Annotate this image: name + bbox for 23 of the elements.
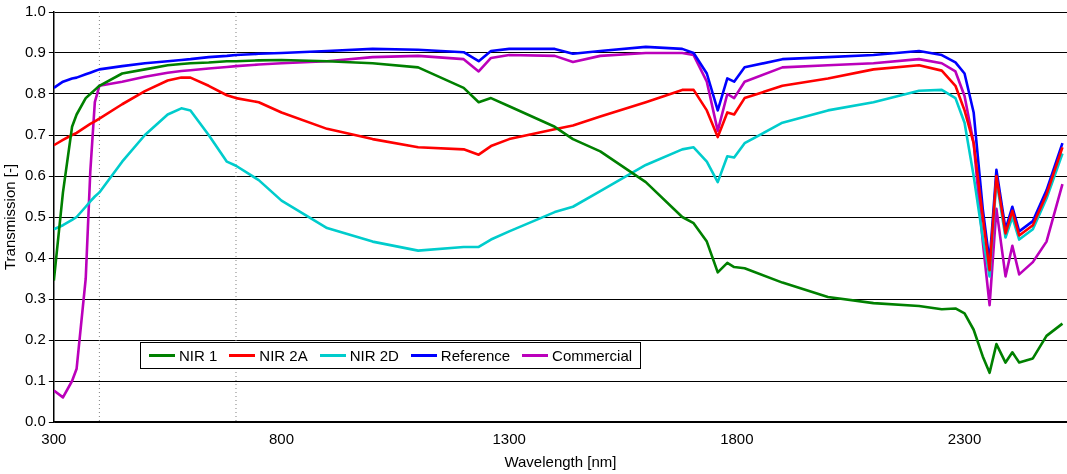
x-axis-title: Wavelength [nm] bbox=[504, 453, 617, 471]
y-tick-label: 0.9 bbox=[24, 43, 46, 61]
x-tick-label: 800 bbox=[269, 430, 295, 448]
y-tick-label: 0.4 bbox=[24, 248, 46, 266]
y-tick-label: 0.7 bbox=[24, 125, 46, 143]
y-tick-label: 0.0 bbox=[24, 412, 46, 430]
y-tick-label: 0.8 bbox=[24, 84, 46, 102]
x-tick-label: 1300 bbox=[492, 430, 526, 448]
legend-label: NIR 2A bbox=[259, 347, 308, 365]
y-tick-label: 0.5 bbox=[24, 207, 46, 225]
y-tick-label: 0.2 bbox=[24, 330, 46, 348]
legend-label: NIR 2D bbox=[349, 347, 399, 365]
legend-label: NIR 1 bbox=[178, 347, 218, 365]
y-tick-label: 0.1 bbox=[24, 371, 46, 389]
x-tick-label: 300 bbox=[41, 430, 67, 448]
y-tick-label: 1.0 bbox=[24, 2, 46, 20]
legend-label: Reference bbox=[440, 347, 511, 365]
legend-label: Commercial bbox=[552, 347, 633, 365]
y-axis-title: Transmission [-] bbox=[1, 163, 19, 271]
y-tick-label: 0.3 bbox=[24, 289, 46, 307]
x-tick-label: 1800 bbox=[720, 430, 754, 448]
x-tick-label: 2300 bbox=[947, 430, 982, 448]
y-tick-label: 0.6 bbox=[24, 166, 46, 184]
